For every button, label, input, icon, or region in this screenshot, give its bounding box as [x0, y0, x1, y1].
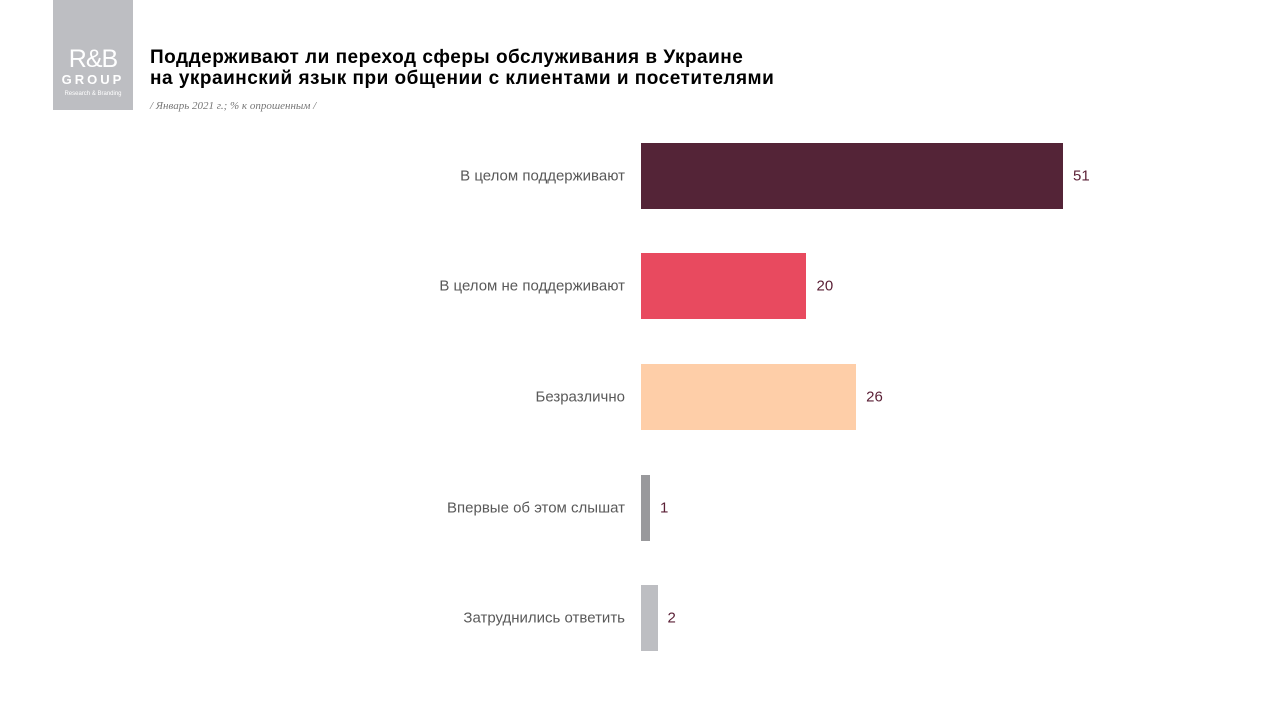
category-label: В целом поддерживают	[460, 167, 625, 185]
value-label: 26	[866, 388, 883, 406]
value-label: 20	[816, 277, 834, 295]
bar	[641, 364, 857, 430]
chart-title: Поддерживают ли переход сферы обслуживан…	[150, 47, 774, 89]
category-label: Затруднились ответить	[463, 609, 625, 627]
value-label: 1	[660, 499, 669, 517]
category-label: Безразлично	[535, 388, 625, 406]
bar	[641, 253, 807, 319]
logo-tagline: Research & Branding	[64, 91, 122, 97]
category-label: Впервые об этом слышат	[447, 499, 625, 517]
bar	[641, 143, 1063, 209]
logo-text: R&B	[68, 45, 118, 73]
title-line-1: Поддерживают ли переход сферы обслуживан…	[150, 47, 744, 68]
bar	[641, 475, 650, 541]
chart-subtitle: / Январь 2021 г.; % к опрошенным /	[150, 100, 317, 112]
logo-group: GROUP	[61, 72, 125, 87]
logo: R&B GROUP Research & Branding	[53, 0, 133, 110]
value-label: 2	[667, 609, 676, 627]
title-line-2: на украинский язык при общении с клиента…	[150, 68, 775, 89]
bar	[641, 585, 658, 651]
category-label: В целом не поддерживают	[439, 277, 625, 295]
value-label: 51	[1073, 167, 1090, 185]
